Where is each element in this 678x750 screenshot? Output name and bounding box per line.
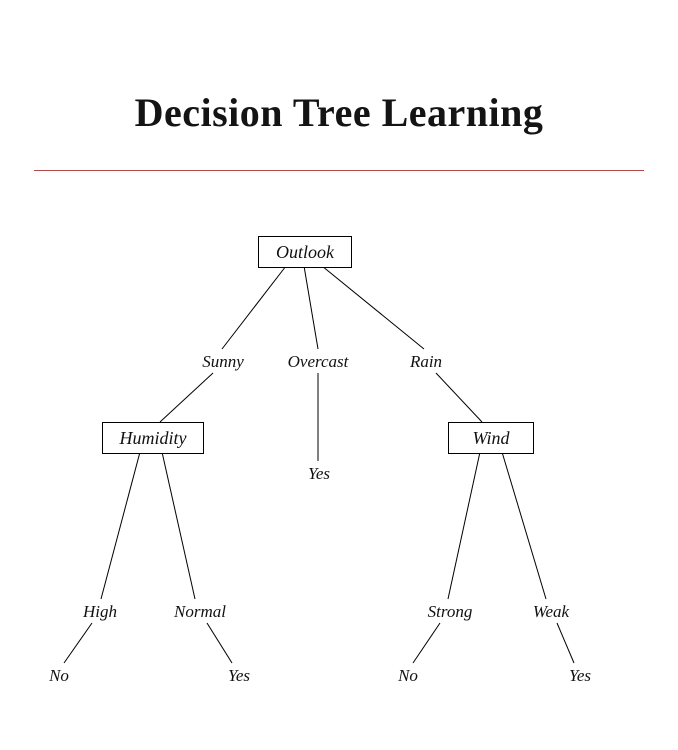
tree-node-outlook: Outlook (258, 236, 352, 268)
tree-edge (413, 623, 440, 663)
tree-edge (502, 452, 546, 599)
tree-node-yes_mid: Yes (299, 463, 339, 485)
tree-edge (207, 623, 232, 663)
tree-node-humidity: Humidity (102, 422, 204, 454)
tree-edge (322, 266, 424, 349)
tree-edge (436, 373, 482, 422)
tree-edge (64, 623, 92, 663)
tree-node-weak: Weak (524, 601, 578, 623)
tree-edges (0, 0, 678, 750)
tree-node-yes_l: Yes (221, 665, 257, 687)
tree-node-yes_r: Yes (562, 665, 598, 687)
decision-tree: Outlook Sunny Overcast Rain Humidity Yes Wind H… (0, 0, 678, 750)
tree-edge (448, 452, 480, 599)
tree-node-overcast: Overcast (278, 351, 358, 373)
tree-edge (101, 452, 140, 599)
tree-edge (304, 266, 318, 349)
page: Decision Tree Learning OutlookSunnyOverc… (0, 0, 678, 750)
tree-node-no_l: No (43, 665, 75, 687)
tree-node-no_r: No (392, 665, 424, 687)
tree-node-sunny: Sunny (193, 351, 253, 373)
tree-node-strong: Strong (418, 601, 482, 623)
tree-node-high: High (75, 601, 125, 623)
tree-edge (557, 623, 574, 663)
tree-node-rain: Rain (401, 351, 451, 373)
tree-edge (222, 266, 286, 349)
tree-edge (160, 373, 213, 422)
tree-edge (162, 452, 195, 599)
tree-node-normal: Normal (165, 601, 235, 623)
tree-node-wind: Wind (448, 422, 534, 454)
